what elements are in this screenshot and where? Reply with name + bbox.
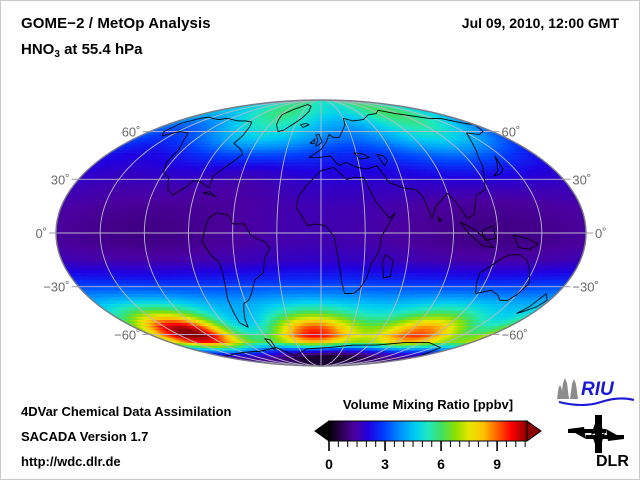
riu-tower-icon bbox=[557, 378, 578, 399]
graticule-line bbox=[324, 100, 410, 366]
coastline bbox=[309, 138, 316, 144]
graticule-line bbox=[232, 100, 318, 366]
species-subscript: 3 bbox=[54, 49, 60, 60]
coastline bbox=[460, 221, 495, 249]
coastline bbox=[513, 234, 539, 250]
coastline bbox=[223, 342, 441, 358]
colorbar-title: Volume Mixing Ratio [ppbv] bbox=[342, 397, 514, 412]
lat-label-left: −60˚ bbox=[114, 327, 140, 342]
riu-logo-svg: RIU bbox=[557, 378, 635, 407]
footer-line-1: 4DVar Chemical Data Assimilation bbox=[21, 404, 232, 419]
data-field bbox=[56, 100, 586, 366]
coastline bbox=[300, 122, 310, 128]
coastline bbox=[315, 134, 323, 147]
graticule-line bbox=[188, 100, 316, 366]
page-title: GOME−2 / MetOp Analysis bbox=[21, 15, 211, 32]
colorbar-tick-label: 0 bbox=[325, 456, 333, 472]
lat-label-right: −30˚ bbox=[572, 280, 598, 295]
colorbar-tick-label: 9 bbox=[493, 456, 501, 472]
coastline bbox=[353, 152, 370, 160]
coastlines bbox=[161, 104, 548, 358]
colorbar: Volume Mixing Ratio [ppbv] 0 3 6 9 bbox=[313, 397, 543, 475]
dlr-logo-svg: DLR bbox=[568, 415, 629, 470]
lat-label-right: 0˚ bbox=[595, 226, 607, 241]
coastline bbox=[437, 216, 442, 223]
footer-line-3: http://wdc.dlr.de bbox=[21, 454, 121, 469]
coastline bbox=[295, 166, 396, 295]
coastline bbox=[475, 254, 531, 301]
riu-logo-text: RIU bbox=[581, 379, 615, 400]
colorbar-tick-label: 6 bbox=[437, 456, 445, 472]
graticule-line bbox=[143, 100, 314, 366]
footer-line-2: SACADA Version 1.7 bbox=[21, 429, 149, 444]
coastline bbox=[264, 338, 276, 351]
date-label: Jul 09, 2010, 12:00 GMT bbox=[461, 15, 619, 31]
coastline bbox=[376, 153, 389, 167]
mollweide-map: 60˚ 60˚ 30˚ 30˚ 0˚ 0˚ −30˚ −30˚ −60˚ −60˚ bbox=[19, 85, 623, 385]
colorbar-tick-labels: 0 3 6 9 bbox=[325, 456, 501, 472]
graticule-line bbox=[276, 100, 320, 366]
dlr-logo: DLR bbox=[562, 413, 636, 470]
riu-swoosh-icon bbox=[558, 397, 635, 407]
coastline bbox=[161, 116, 253, 196]
colorbar-ticks bbox=[328, 441, 526, 451]
latitude-labels: 60˚ 60˚ 30˚ 30˚ 0˚ 0˚ −30˚ −30˚ −60˚ −60˚ bbox=[35, 125, 606, 343]
coastline bbox=[516, 293, 548, 314]
coastline bbox=[481, 225, 497, 241]
lat-label-right: 30˚ bbox=[572, 172, 591, 187]
graticule-line bbox=[328, 100, 499, 366]
riu-logo: RIU bbox=[557, 375, 635, 407]
colorbar-tick-label: 3 bbox=[381, 456, 389, 472]
map-svg: 60˚ 60˚ 30˚ 30˚ 0˚ 0˚ −30˚ −30˚ −60˚ −60˚ bbox=[35, 99, 607, 367]
colorbar-high-arrow bbox=[526, 420, 542, 442]
colorbar-gradient bbox=[328, 420, 528, 442]
lat-label-right: −60˚ bbox=[501, 327, 527, 342]
graticule-line bbox=[326, 100, 454, 366]
coastline bbox=[201, 212, 271, 328]
colorbar-svg: 0 3 6 9 bbox=[314, 420, 542, 472]
lat-label-left: 0˚ bbox=[35, 226, 47, 241]
dlr-logo-text: DLR bbox=[596, 453, 629, 469]
lat-label-left: −30˚ bbox=[43, 280, 69, 295]
lat-label-right: 60˚ bbox=[501, 125, 520, 140]
coastline bbox=[382, 254, 394, 279]
dlr-pinwheel-icon bbox=[568, 415, 624, 453]
species-prefix: HNO bbox=[21, 41, 55, 58]
lat-label-left: 60˚ bbox=[122, 125, 141, 140]
lat-label-left: 30˚ bbox=[51, 172, 70, 187]
coastline bbox=[202, 191, 217, 198]
coastline bbox=[493, 155, 504, 177]
species-suffix: at 55.4 hPa bbox=[59, 41, 143, 58]
graticule-line bbox=[322, 100, 366, 366]
species-subtitle: HNO3 at 55.4 hPa bbox=[21, 41, 143, 60]
colorbar-low-arrow bbox=[314, 420, 330, 442]
coastline bbox=[308, 109, 486, 219]
coastline bbox=[276, 104, 312, 133]
